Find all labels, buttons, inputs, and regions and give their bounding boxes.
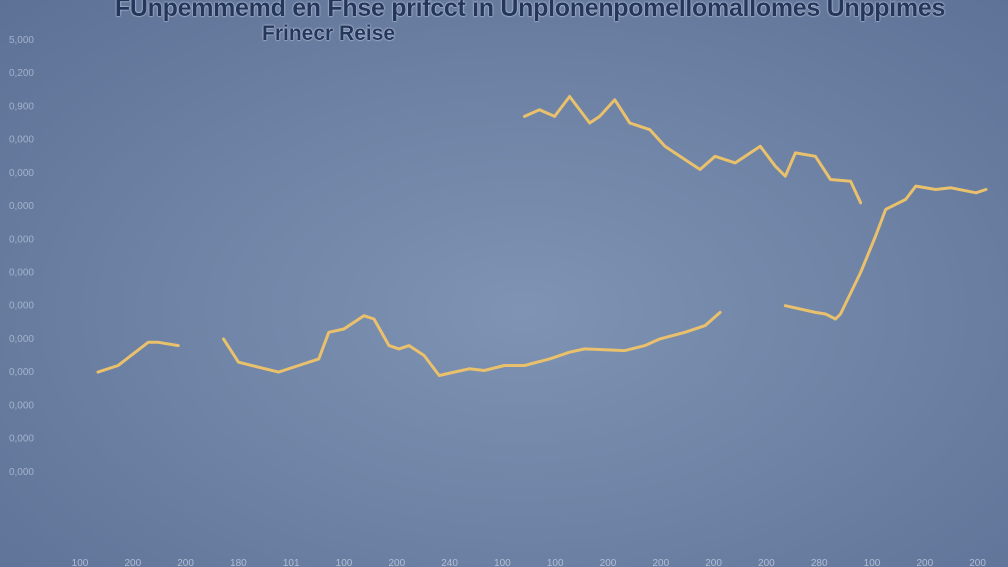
x-tick-label: 100 [494,558,511,567]
y-tick-label: 0,000 [9,467,34,478]
y-tick-label: 0,000 [9,334,34,345]
series-line-segment-3 [523,95,863,205]
y-tick-label: 0,000 [9,234,34,245]
y-tick-label: 0,000 [9,268,34,279]
x-tick-label: 200 [916,558,933,567]
y-tick-label: 0,900 [9,101,34,112]
chart-subtitle: Frinecr Reise [262,22,396,45]
x-tick-label: 200 [600,558,617,567]
x-tick-label: 101 [283,558,300,567]
x-tick-label: 280 [811,558,828,567]
x-tick-label: 100 [547,558,564,567]
x-tick-label: 200 [177,558,194,567]
x-tick-label: 200 [969,558,986,567]
x-tick-label: 200 [388,558,405,567]
series-line-segment-4 [783,184,988,321]
x-tick-label: 100 [864,558,881,567]
chart-title: FUnpemmemd en Fhse prifcct in Unplonenpo… [114,0,946,22]
y-tick-label: 0,000 [9,400,34,411]
x-tick-label: 200 [705,558,722,567]
y-tick-label: 0,200 [9,68,34,79]
y-tick-label: 0,000 [9,301,34,312]
y-tick-label: 0,000 [9,135,34,146]
y-tick-label: 0,000 [9,434,34,445]
series-line [96,95,988,377]
x-tick-label: 100 [336,558,353,567]
y-tick-label: 0,000 [9,168,34,179]
x-axis-ticks: 100 200 200 180 101 100 200 240 100 100 200 200 200 2… [72,558,987,567]
series-line-segment-2 [222,310,722,377]
y-tick-label: 5,000 [9,35,34,46]
x-tick-label: 200 [652,558,669,567]
x-tick-label: 180 [230,558,247,567]
y-tick-label: 0,000 [9,201,34,212]
x-tick-label: 200 [124,558,141,567]
x-tick-label: 240 [441,558,458,567]
y-axis-ticks: 5,000 0,200 0,900 0,000 0,000 0,000 0,000 0,000… [9,35,34,478]
series-line-segment-1 [96,340,180,374]
x-tick-label: 200 [758,558,775,567]
x-tick-label: 100 [72,558,89,567]
y-tick-label: 0,000 [9,367,34,378]
